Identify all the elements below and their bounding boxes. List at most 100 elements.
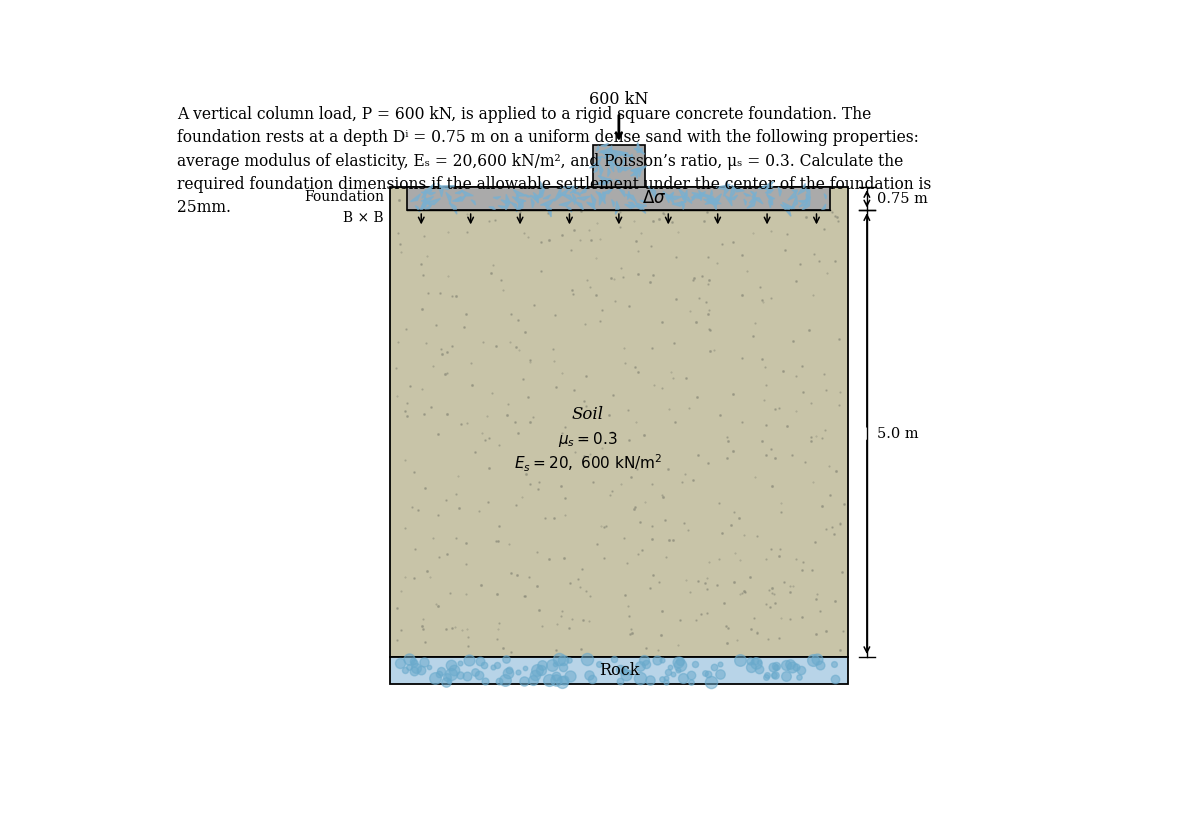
Polygon shape	[767, 194, 773, 205]
Polygon shape	[425, 198, 440, 205]
Polygon shape	[682, 202, 684, 210]
Polygon shape	[598, 175, 613, 182]
Polygon shape	[799, 197, 809, 207]
Polygon shape	[636, 206, 646, 213]
Polygon shape	[456, 195, 466, 202]
Polygon shape	[449, 202, 457, 214]
Polygon shape	[461, 190, 473, 196]
Polygon shape	[616, 201, 619, 215]
Polygon shape	[422, 189, 426, 198]
Polygon shape	[725, 196, 732, 206]
Polygon shape	[532, 198, 534, 208]
Polygon shape	[589, 159, 601, 168]
Polygon shape	[691, 192, 706, 198]
Polygon shape	[600, 151, 607, 157]
Polygon shape	[544, 195, 551, 199]
Polygon shape	[749, 196, 755, 203]
Polygon shape	[535, 188, 545, 200]
Polygon shape	[802, 197, 810, 211]
Polygon shape	[768, 201, 772, 205]
Polygon shape	[533, 193, 539, 203]
Polygon shape	[422, 196, 427, 210]
Polygon shape	[744, 193, 751, 196]
Polygon shape	[806, 193, 809, 203]
Polygon shape	[452, 197, 461, 202]
Polygon shape	[709, 196, 716, 210]
Polygon shape	[514, 189, 527, 196]
Polygon shape	[575, 202, 583, 211]
Polygon shape	[613, 153, 618, 161]
Text: Rock: Rock	[599, 662, 640, 679]
Text: A vertical column load, P = 600 kN, is applied to a rigid square concrete founda: A vertical column load, P = 600 kN, is a…	[178, 106, 871, 123]
Polygon shape	[728, 195, 738, 200]
Polygon shape	[570, 187, 577, 193]
Polygon shape	[630, 154, 634, 162]
Polygon shape	[611, 163, 618, 166]
Polygon shape	[455, 190, 463, 193]
Text: 600 kN: 600 kN	[589, 91, 648, 108]
Polygon shape	[768, 202, 772, 208]
Polygon shape	[602, 189, 612, 193]
Polygon shape	[752, 197, 763, 204]
Polygon shape	[792, 190, 798, 192]
Polygon shape	[748, 198, 756, 208]
Polygon shape	[577, 197, 590, 200]
Text: $\Delta\sigma$: $\Delta\sigma$	[642, 190, 666, 207]
Polygon shape	[600, 164, 602, 176]
Polygon shape	[625, 204, 637, 208]
Polygon shape	[606, 157, 614, 163]
Polygon shape	[421, 192, 427, 193]
Polygon shape	[613, 150, 629, 156]
Polygon shape	[438, 183, 443, 197]
Polygon shape	[500, 200, 510, 203]
Bar	[593, 145, 646, 187]
Polygon shape	[472, 200, 475, 205]
Polygon shape	[540, 181, 544, 197]
Polygon shape	[590, 194, 595, 207]
Polygon shape	[631, 169, 637, 171]
Polygon shape	[716, 184, 731, 189]
Polygon shape	[667, 192, 673, 197]
Polygon shape	[625, 194, 637, 202]
Polygon shape	[767, 184, 770, 194]
Polygon shape	[505, 194, 510, 211]
Polygon shape	[559, 201, 571, 206]
Polygon shape	[599, 148, 611, 153]
Polygon shape	[710, 193, 721, 203]
Polygon shape	[628, 191, 630, 199]
Polygon shape	[634, 149, 644, 154]
Polygon shape	[587, 203, 595, 211]
Text: required foundation dimensions if the allowable settlement under the center of t: required foundation dimensions if the al…	[178, 175, 931, 193]
Polygon shape	[594, 167, 598, 172]
Polygon shape	[731, 186, 744, 192]
Polygon shape	[751, 192, 756, 197]
Polygon shape	[648, 186, 656, 199]
Polygon shape	[703, 196, 718, 204]
Polygon shape	[427, 193, 436, 195]
Polygon shape	[530, 195, 539, 202]
Text: $E_s = 20,\ 600\ \mathrm{kN/m}^2$: $E_s = 20,\ 600\ \mathrm{kN/m}^2$	[514, 453, 662, 474]
Polygon shape	[821, 204, 826, 211]
Text: $\mu_s = 0.3$: $\mu_s = 0.3$	[558, 429, 618, 449]
Text: B × B: B × B	[343, 211, 384, 225]
Polygon shape	[562, 194, 574, 202]
Polygon shape	[692, 193, 701, 198]
Polygon shape	[616, 180, 620, 183]
Bar	[390, 187, 847, 657]
Polygon shape	[558, 189, 569, 196]
Polygon shape	[518, 201, 521, 209]
Polygon shape	[744, 199, 746, 205]
Polygon shape	[703, 199, 720, 204]
Polygon shape	[616, 163, 619, 172]
Polygon shape	[766, 189, 774, 193]
Polygon shape	[804, 187, 810, 197]
Polygon shape	[526, 194, 530, 197]
Polygon shape	[634, 171, 637, 179]
Polygon shape	[602, 179, 611, 184]
Polygon shape	[619, 152, 632, 157]
Polygon shape	[540, 199, 554, 206]
Polygon shape	[604, 155, 611, 158]
Polygon shape	[619, 188, 625, 197]
Polygon shape	[682, 197, 692, 203]
Polygon shape	[637, 148, 642, 153]
